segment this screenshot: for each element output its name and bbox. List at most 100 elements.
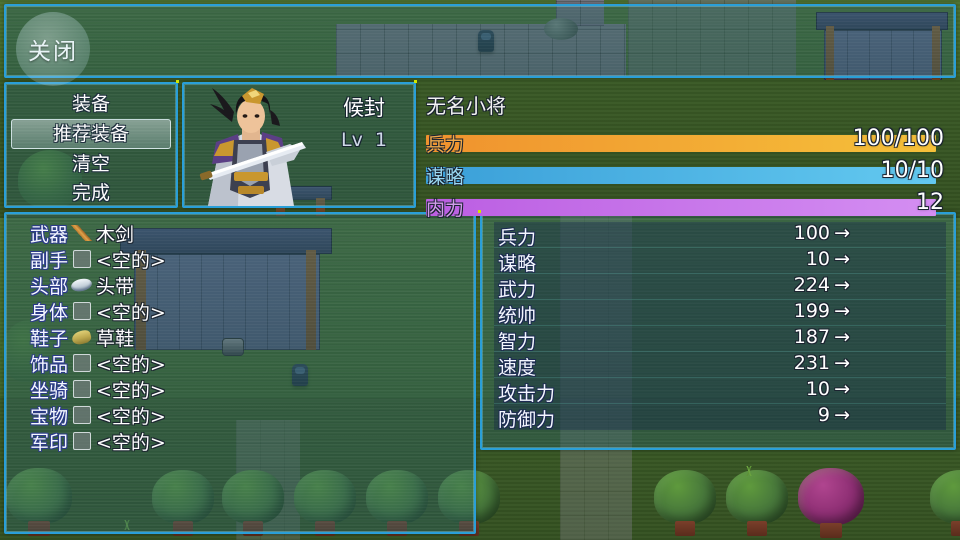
equipment-name-offhand: <空的> — [96, 249, 166, 272]
slot-label-weapon: 武器 — [29, 223, 68, 246]
table-row[interactable]: 谋略 10 → — [494, 248, 946, 275]
table-row[interactable]: 攻击力 10 → — [494, 378, 946, 405]
slot-label-offhand: 副手 — [29, 249, 68, 272]
equipment-name-body: <空的> — [96, 301, 166, 324]
empty-slot-icon — [71, 353, 93, 373]
table-row[interactable]: 防御力 9 → — [494, 404, 946, 431]
stat-label-command: 统帅 — [498, 305, 537, 327]
empty-slot-icon — [71, 431, 93, 451]
equipment-row-weapon[interactable]: 武器 木剑 — [12, 220, 212, 246]
table-row[interactable]: 武力 224 → — [494, 274, 946, 301]
stat-label-intelligence: 智力 — [498, 331, 537, 353]
empty-slot-icon — [71, 301, 93, 321]
panel-corner-accent — [176, 80, 179, 83]
equipment-row-mount[interactable]: 坐骑 <空的> — [12, 376, 212, 402]
tree — [6, 468, 72, 536]
strategy-bar-label: 谋略 — [426, 166, 465, 188]
character-title: 无名小将 — [426, 94, 506, 118]
warrior-portrait — [190, 86, 312, 206]
strategy-bar-fill — [426, 167, 936, 184]
equipment-name-weapon: 木剑 — [96, 223, 135, 246]
tree — [152, 470, 214, 536]
inner-power-bar-fill — [426, 199, 936, 216]
equipment-row-body[interactable]: 身体 <空的> — [12, 298, 212, 324]
table-row[interactable]: 兵力 100 → — [494, 222, 946, 249]
stat-value-troops: 100 — [793, 222, 830, 244]
empty-slot-icon — [71, 249, 93, 269]
arrow-right-icon: → — [834, 248, 850, 270]
troops-bar-value: 100/100 — [852, 126, 944, 151]
stat-label-defense: 防御力 — [498, 409, 556, 431]
troops-bar-label: 兵力 — [426, 134, 465, 156]
close-button-label: 关闭 — [28, 39, 78, 65]
equipment-menu-panel: 装备 推荐装备 清空 完成 — [4, 82, 178, 208]
slot-label-body: 身体 — [29, 301, 68, 324]
strategy-bar-value: 10/10 — [880, 158, 944, 183]
stat-label-attack: 攻击力 — [498, 383, 556, 405]
equipment-name-head: 头带 — [96, 275, 135, 298]
equipment-row-head[interactable]: 头部 头带 — [12, 272, 212, 298]
stats-table: 兵力 100 → 谋略 10 → 武力 224 → 统帅 199 → 智力 18… — [494, 222, 946, 431]
character-name-block: 候封 Lv 1 — [314, 92, 414, 151]
slot-label-treasure: 宝物 — [29, 405, 68, 428]
equipment-row-accessory[interactable]: 饰品 <空的> — [12, 350, 212, 376]
arrow-right-icon: → — [834, 326, 850, 348]
menu-item-clear[interactable]: 清空 — [71, 153, 110, 175]
slot-label-accessory: 饰品 — [29, 353, 68, 376]
slot-label-mount: 坐骑 — [29, 379, 68, 402]
arrow-right-icon: → — [834, 352, 850, 374]
table-row[interactable]: 智力 187 → — [494, 326, 946, 353]
bar-row-strategy: 谋略 10/10 — [426, 154, 946, 188]
menu-list: 装备 推荐装备 清空 完成 — [6, 84, 176, 207]
character-portrait-panel: 候封 Lv 1 — [182, 82, 416, 208]
stat-value-strategy: 10 — [805, 248, 830, 270]
stat-label-might: 武力 — [498, 279, 537, 301]
menu-item-recommended-equipment[interactable]: 推荐装备 — [11, 119, 171, 149]
wooden-sword-icon — [71, 223, 93, 243]
table-row[interactable]: 统帅 199 → — [494, 300, 946, 327]
tree — [798, 468, 864, 538]
arrow-right-icon: → — [834, 300, 850, 322]
table-row[interactable]: 速度 231 → — [494, 352, 946, 379]
empty-slot-icon — [71, 379, 93, 399]
panel-corner-accent — [478, 210, 481, 213]
stat-label-speed: 速度 — [498, 357, 537, 379]
equipment-name-military-seal: <空的> — [96, 431, 166, 454]
stats-panel: 兵力 100 → 谋略 10 → 武力 224 → 统帅 199 → 智力 18… — [480, 212, 956, 450]
tree — [366, 470, 428, 536]
tree — [930, 470, 960, 536]
equipment-name-mount: <空的> — [96, 379, 166, 402]
inner-power-bar-value: 12 — [916, 190, 944, 215]
arrow-right-icon: → — [834, 378, 850, 400]
arrow-right-icon: → — [834, 274, 850, 296]
stat-value-speed: 231 — [793, 352, 830, 374]
stat-value-intelligence: 187 — [793, 326, 830, 348]
equipment-row-military-seal[interactable]: 军印 <空的> — [12, 428, 212, 454]
equipment-name-treasure: <空的> — [96, 405, 166, 428]
stat-value-attack: 10 — [805, 378, 830, 400]
menu-item-done[interactable]: 完成 — [71, 182, 110, 204]
stat-value-command: 199 — [793, 300, 830, 322]
troops-bar-fill — [426, 135, 936, 152]
menu-title-equipment: 装备 — [71, 93, 110, 115]
tree — [294, 470, 356, 536]
close-button[interactable]: 关闭 — [16, 12, 90, 86]
empty-slot-icon — [71, 405, 93, 425]
stat-value-defense: 9 — [817, 404, 830, 426]
equipment-name-accessory: <空的> — [96, 353, 166, 376]
top-bar-panel — [4, 4, 956, 78]
slot-label-head: 头部 — [29, 275, 68, 298]
bar-row-inner-power: 内力 12 — [426, 186, 946, 220]
stat-label-troops: 兵力 — [498, 227, 537, 249]
arrow-right-icon: → — [834, 404, 850, 426]
equipment-row-offhand[interactable]: 副手 <空的> — [12, 246, 212, 272]
equipment-list: 武器 木剑 副手 <空的> 头部 头带 身体 <空的> 鞋子 草鞋 饰品 — [12, 220, 212, 454]
slot-label-shoes: 鞋子 — [29, 327, 68, 350]
stat-value-might: 224 — [793, 274, 830, 296]
tree — [726, 470, 788, 536]
equipment-row-shoes[interactable]: 鞋子 草鞋 — [12, 324, 212, 350]
equipment-name-shoes: 草鞋 — [96, 327, 135, 350]
character-level: Lv 1 — [314, 129, 414, 151]
bar-row-troops: 兵力 100/100 — [426, 122, 946, 156]
equipment-row-treasure[interactable]: 宝物 <空的> — [12, 402, 212, 428]
